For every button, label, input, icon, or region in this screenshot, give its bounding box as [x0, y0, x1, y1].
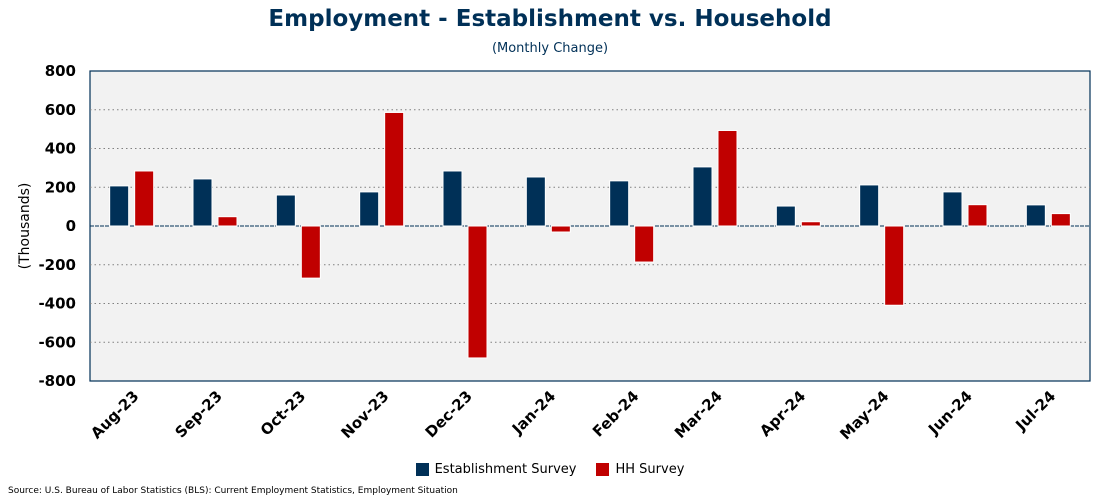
y-axis-label: (Thousands)	[17, 183, 33, 270]
x-tick-label: Aug-23	[87, 387, 142, 442]
bar-establishment	[359, 191, 380, 227]
legend-label: HH Survey	[615, 462, 685, 477]
bar-hh	[800, 221, 821, 227]
bar-hh	[467, 225, 488, 359]
y-tick-label: -800	[38, 372, 76, 390]
legend: Establishment Survey HH Survey	[0, 462, 1100, 477]
source-note: Source: U.S. Bureau of Labor Statistics …	[8, 486, 458, 496]
bar-hh	[717, 129, 738, 227]
y-tick-label: 0	[66, 217, 76, 235]
bar-establishment	[192, 178, 213, 227]
bar-hh	[884, 225, 905, 306]
x-tick-label: Nov-23	[338, 387, 393, 442]
bar-establishment	[775, 205, 796, 227]
x-tick-label: Dec-23	[422, 387, 476, 441]
y-tick-label: -400	[38, 295, 76, 313]
bar-hh	[384, 111, 405, 227]
legend-item-establishment: Establishment Survey	[415, 462, 577, 477]
y-tick-label: 800	[45, 62, 76, 80]
y-tick-label: 200	[45, 178, 76, 196]
x-tick-label: Sep-23	[172, 387, 226, 441]
bar-establishment	[275, 194, 296, 227]
bar-establishment	[692, 166, 713, 227]
bar-establishment	[525, 176, 546, 227]
bar-hh	[550, 225, 571, 233]
legend-item-hh: HH Survey	[596, 462, 684, 477]
y-tick-label: -200	[38, 256, 76, 274]
bar-establishment	[609, 180, 630, 227]
bar-hh	[1050, 213, 1071, 227]
x-tick-label: May-24	[836, 387, 892, 443]
bar-establishment	[859, 184, 880, 227]
bar-hh	[967, 204, 988, 227]
x-tick-label: Feb-24	[589, 387, 642, 440]
x-tick-label: Oct-23	[257, 387, 309, 439]
y-tick-label: 600	[45, 101, 76, 119]
legend-label: Establishment Survey	[434, 462, 577, 477]
x-tick-label: Jun-24	[924, 387, 976, 439]
chart-subtitle: (Monthly Change)	[491, 41, 609, 56]
bar-establishment	[942, 191, 963, 227]
bar-establishment	[442, 170, 463, 227]
bar-establishment	[1025, 204, 1046, 227]
bar-hh	[134, 170, 155, 227]
x-tick-label: Mar-24	[671, 387, 726, 442]
legend-swatch	[596, 463, 610, 476]
bar-establishment	[109, 185, 130, 227]
y-tick-label: -600	[38, 333, 76, 351]
chart-title: Employment - Establishment vs. Household	[268, 6, 832, 32]
x-tick-label: Jul-24	[1011, 387, 1059, 435]
x-tick-label: Apr-24	[756, 387, 809, 440]
bar-hh	[217, 216, 238, 227]
bar-hh	[634, 225, 655, 263]
legend-swatch	[415, 463, 429, 476]
x-tick-label: Jan-24	[508, 387, 559, 438]
bar-hh	[300, 225, 321, 279]
y-tick-label: 400	[45, 140, 76, 158]
